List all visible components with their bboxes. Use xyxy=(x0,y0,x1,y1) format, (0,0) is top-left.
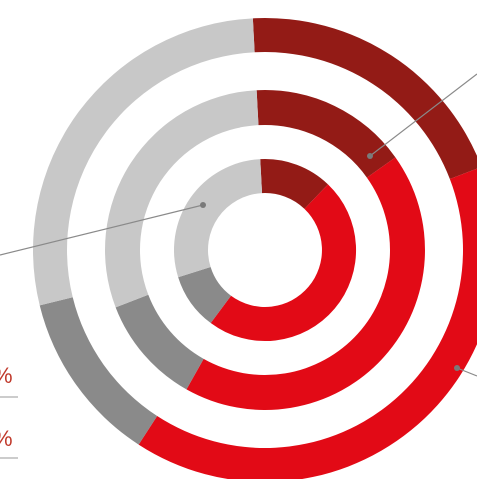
middle-ring-light-gray-segment xyxy=(105,90,259,308)
inner-ring-dark-gray-segment xyxy=(178,267,232,324)
outer-ring-dark-red-segment xyxy=(252,18,477,180)
leader-dot-top-right xyxy=(367,153,373,159)
inner-ring-red-segment xyxy=(210,184,357,342)
side-glyph-2: % xyxy=(0,426,13,451)
leader-dot-bottom-right xyxy=(454,365,460,371)
leader-dot-left xyxy=(200,202,206,208)
inner-ring-dark-red-segment xyxy=(260,158,328,209)
leader-line-top-right xyxy=(369,73,477,157)
middle-ring-dark-gray-segment xyxy=(115,294,204,390)
middle-ring-dark-red-segment xyxy=(256,90,396,178)
inner-ring-light-gray-segment xyxy=(173,159,263,278)
middle-ring-red-segment xyxy=(186,157,425,410)
outer-ring-light-gray-segment xyxy=(33,18,255,306)
leader-line-bottom-right xyxy=(456,367,477,377)
outer-ring-dark-gray-segment xyxy=(39,297,158,445)
outer-ring-red-segment xyxy=(138,168,477,479)
rings-group xyxy=(33,18,477,479)
leader-line-left xyxy=(0,204,204,256)
side-glyph-1: % xyxy=(0,363,13,388)
